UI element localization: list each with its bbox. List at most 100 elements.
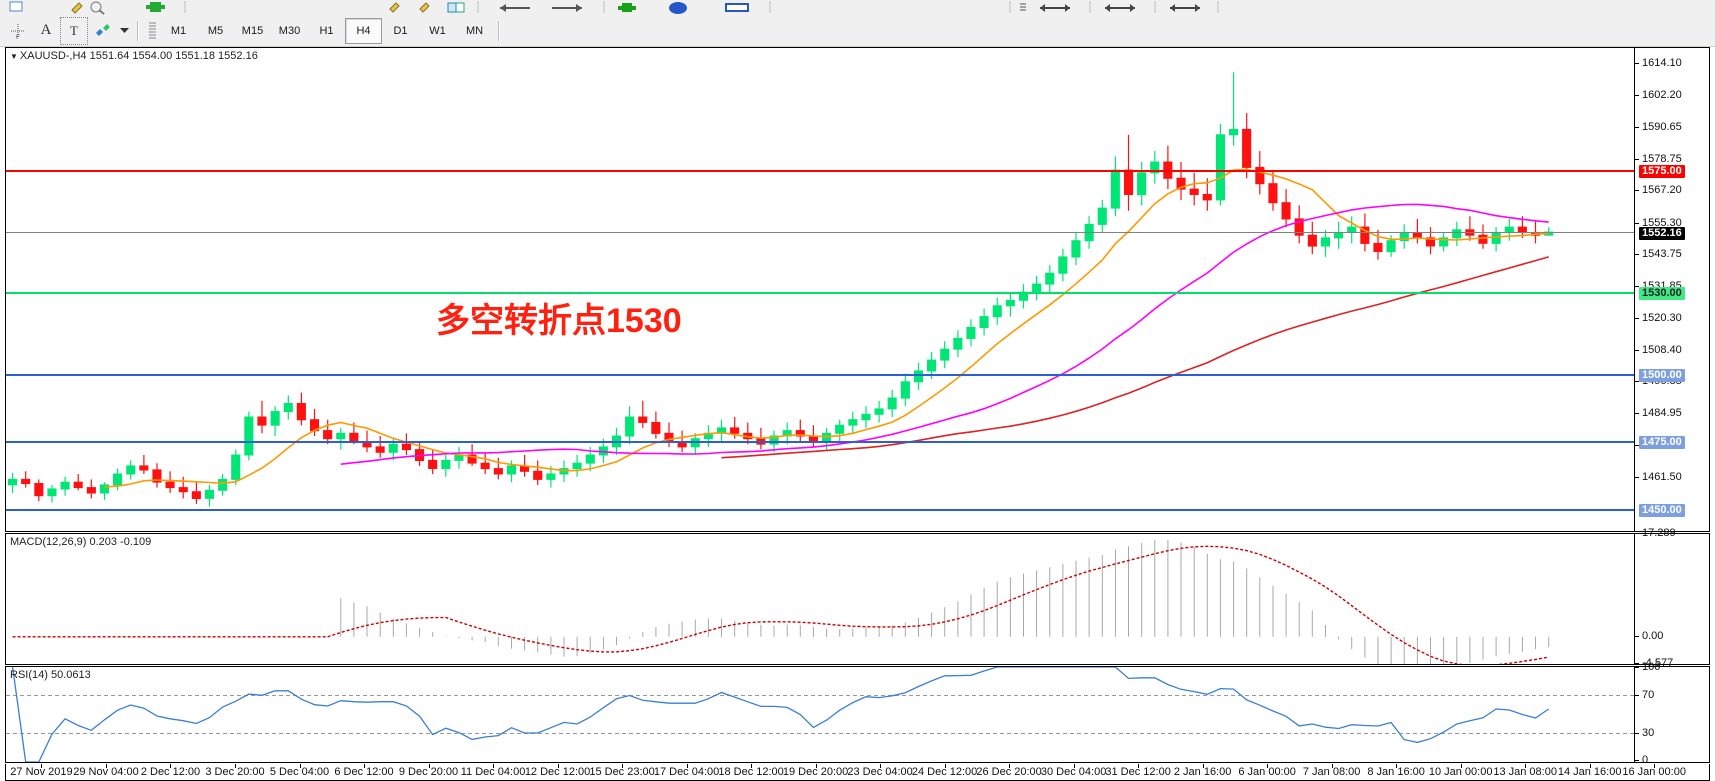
price-level-badge-1530-00: 1530.00 xyxy=(1639,287,1685,301)
tick-dash xyxy=(1635,317,1639,319)
rsi-tick-label: 100 xyxy=(1642,661,1661,673)
tick-dash xyxy=(1635,253,1639,255)
rsi-pane[interactable]: RSI(14) 50.0613 100 70 30 0 xyxy=(5,661,1710,766)
time-tick-mark xyxy=(1654,764,1656,768)
time-axis-label: 11 Dec 04:00 xyxy=(460,766,526,778)
time-tick-mark xyxy=(944,764,946,768)
macd-scale[interactable]: 17.289 0.00 -4.577 xyxy=(1634,527,1709,669)
rsi-plot[interactable] xyxy=(6,667,1634,762)
time-axis-label: 17 Dec 04:00 xyxy=(653,766,720,778)
price-tick-label: 1567.20 xyxy=(1642,184,1682,197)
time-tick-mark xyxy=(815,764,817,768)
time-tick-mark xyxy=(493,764,495,768)
time-tick-mark xyxy=(622,764,624,768)
crosshair-icon[interactable]: F xyxy=(4,17,32,45)
price-tick-label: 1614.10 xyxy=(1642,57,1682,69)
time-tick-mark xyxy=(1009,764,1011,768)
shapes-icon[interactable] xyxy=(88,17,116,45)
period-separator-icon[interactable] xyxy=(144,17,160,45)
timeframe-button-mn[interactable]: MN xyxy=(465,24,484,37)
macd-plot[interactable] xyxy=(6,534,1634,664)
timeframe-button-m1[interactable]: M1 xyxy=(170,24,187,37)
time-axis-label: 6 Dec 12:00 xyxy=(334,766,394,778)
macd-pane-label: MACD(12,26,9) 0.203 -0.109 xyxy=(10,536,152,548)
macd-pane[interactable]: MACD(12,26,9) 0.203 -0.109 17.289 0.00 -4.… xyxy=(5,527,1710,669)
time-axis-label: 31 Dec 12:00 xyxy=(1105,766,1171,778)
time-axis-label: 12 Dec 12:00 xyxy=(524,766,591,778)
collapse-triangle-icon[interactable]: ▼ xyxy=(10,52,18,61)
time-tick-mark xyxy=(880,764,882,768)
toolbar-separator-2 xyxy=(498,20,500,41)
timeframe-button-d1[interactable]: D1 xyxy=(393,24,408,37)
horizontal-level-line-1552-16[interactable] xyxy=(6,232,1634,234)
time-tick-mark xyxy=(1267,764,1269,768)
timeframe-button-m5[interactable]: M5 xyxy=(207,24,224,37)
time-axis-label: 15 Dec 23:00 xyxy=(589,766,655,778)
time-axis-label: 3 Dec 20:00 xyxy=(205,766,265,778)
macd-series xyxy=(12,540,1550,664)
time-axis-label: 23 Dec 04:00 xyxy=(847,766,913,778)
horizontal-level-line-1575-00[interactable] xyxy=(6,170,1634,173)
time-axis-label: 8 Jan 16:00 xyxy=(1367,766,1425,778)
chart-annotation-text[interactable]: 多空转折点1530 xyxy=(436,302,682,340)
timeframe-button-h4[interactable]: H4 xyxy=(345,17,382,44)
timeframe-button-w1[interactable]: W1 xyxy=(429,24,446,37)
rsi-tick-label: 70 xyxy=(1642,688,1655,701)
time-axis-label: 27 Nov 2019 xyxy=(10,766,73,778)
horizontal-level-line-1500-00[interactable] xyxy=(6,373,1634,376)
tick-dash xyxy=(1635,95,1639,97)
time-tick-mark xyxy=(1073,764,1075,768)
shapes-dropdown-icon[interactable] xyxy=(116,17,132,45)
text-t-label: T xyxy=(70,22,78,38)
price-level-badge-1450-00: 1450.00 xyxy=(1639,504,1685,518)
horizontal-level-line-1450-00[interactable] xyxy=(6,509,1634,512)
price-level-badge-1475-00: 1475.00 xyxy=(1639,436,1685,450)
time-axis-label: 9 Dec 20:00 xyxy=(398,766,459,778)
toolbar-separator xyxy=(137,20,139,41)
price-tick-label: 1484.95 xyxy=(1642,407,1682,420)
horizontal-level-line-1475-00[interactable] xyxy=(6,441,1634,444)
timeframe-button-m30[interactable]: M30 xyxy=(278,24,301,37)
time-tick-mark xyxy=(1589,764,1591,768)
svg-text:F: F xyxy=(16,35,20,40)
time-axis-label: 29 Nov 04:00 xyxy=(73,766,139,778)
time-tick-mark xyxy=(1331,764,1333,768)
time-tick-mark xyxy=(41,764,43,768)
price-tick-label: 1520.30 xyxy=(1642,311,1682,324)
horizontal-level-line-1530-00[interactable] xyxy=(6,292,1634,295)
tick-dash xyxy=(1635,635,1639,637)
macd-tick-label: 17.289 xyxy=(1642,527,1676,539)
time-tick-mark xyxy=(235,764,236,768)
rsi-series xyxy=(6,667,1634,762)
tick-dash xyxy=(1635,533,1639,534)
rsi-scale[interactable]: 100 70 30 0 xyxy=(1634,661,1709,766)
time-axis-label: 6 Jan 00:00 xyxy=(1238,766,1296,778)
price-tick-label: 1461.50 xyxy=(1642,471,1682,484)
time-tick-mark xyxy=(299,764,301,768)
time-axis[interactable]: 27 Nov 2019 29 Nov 04:00 2 Dec 12:00 3 Dec … xyxy=(5,764,1710,781)
tick-dash xyxy=(1635,126,1639,128)
price-pane[interactable]: ▼ XAUUSD-,H4 1551.64 1554.00 1551.18 1552… xyxy=(5,47,1710,532)
tick-dash xyxy=(1635,694,1639,696)
price-tick-label: 1590.65 xyxy=(1642,120,1682,133)
time-axis-label: 14 Jan 16:00 xyxy=(1557,766,1622,778)
tick-dash xyxy=(1635,222,1639,224)
text-a-icon[interactable]: A xyxy=(32,17,60,45)
tick-dash xyxy=(1635,760,1639,761)
tick-dash xyxy=(1635,667,1639,668)
tick-dash xyxy=(1635,286,1639,288)
tick-dash xyxy=(1635,381,1639,383)
price-tick-label: 1508.40 xyxy=(1642,343,1682,356)
time-axis-label: 7 Jan 08:00 xyxy=(1302,766,1361,778)
tick-dash xyxy=(1635,477,1639,479)
timeframe-button-m15[interactable]: M15 xyxy=(241,24,264,37)
price-plot[interactable]: 多空转折点1530 xyxy=(6,48,1634,531)
timeframe-button-h1[interactable]: H1 xyxy=(319,24,334,37)
toolbar-top-icons xyxy=(0,0,1715,15)
price-tick-label: 1543.75 xyxy=(1642,247,1682,260)
time-tick-mark xyxy=(1525,764,1527,768)
text-label-icon[interactable]: T xyxy=(60,16,88,45)
time-axis-label: 13 Jan 08:00 xyxy=(1493,766,1557,778)
time-axis-label: 10 Jan 00:00 xyxy=(1428,766,1493,778)
price-scale[interactable]: 1614.10 1602.20 1590.65 1578.75 1567.20 1555.… xyxy=(1634,48,1709,531)
